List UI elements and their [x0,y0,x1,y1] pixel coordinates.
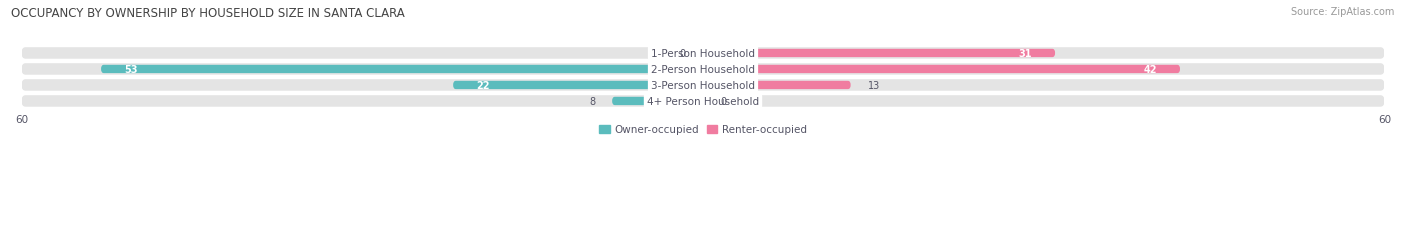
Text: 53: 53 [124,65,138,75]
Text: 8: 8 [589,97,595,106]
FancyBboxPatch shape [101,66,703,74]
FancyBboxPatch shape [21,48,1385,59]
Text: 1-Person Household: 1-Person Household [651,49,755,59]
FancyBboxPatch shape [612,97,703,106]
FancyBboxPatch shape [21,64,1385,75]
Text: Source: ZipAtlas.com: Source: ZipAtlas.com [1291,7,1395,17]
FancyBboxPatch shape [703,50,1054,58]
Text: 22: 22 [475,81,489,91]
FancyBboxPatch shape [703,66,1180,74]
Text: 2-Person Household: 2-Person Household [651,65,755,75]
FancyBboxPatch shape [21,96,1385,107]
Text: 31: 31 [1019,49,1032,59]
Text: 42: 42 [1144,65,1157,75]
Text: 4+ Person Household: 4+ Person Household [647,97,759,106]
Text: OCCUPANCY BY OWNERSHIP BY HOUSEHOLD SIZE IN SANTA CLARA: OCCUPANCY BY OWNERSHIP BY HOUSEHOLD SIZE… [11,7,405,20]
Text: 13: 13 [868,81,880,91]
FancyBboxPatch shape [453,82,703,90]
Text: 0: 0 [681,49,686,59]
Text: 0: 0 [720,97,725,106]
Legend: Owner-occupied, Renter-occupied: Owner-occupied, Renter-occupied [595,121,811,139]
FancyBboxPatch shape [21,80,1385,91]
Text: 3-Person Household: 3-Person Household [651,81,755,91]
FancyBboxPatch shape [703,82,851,90]
